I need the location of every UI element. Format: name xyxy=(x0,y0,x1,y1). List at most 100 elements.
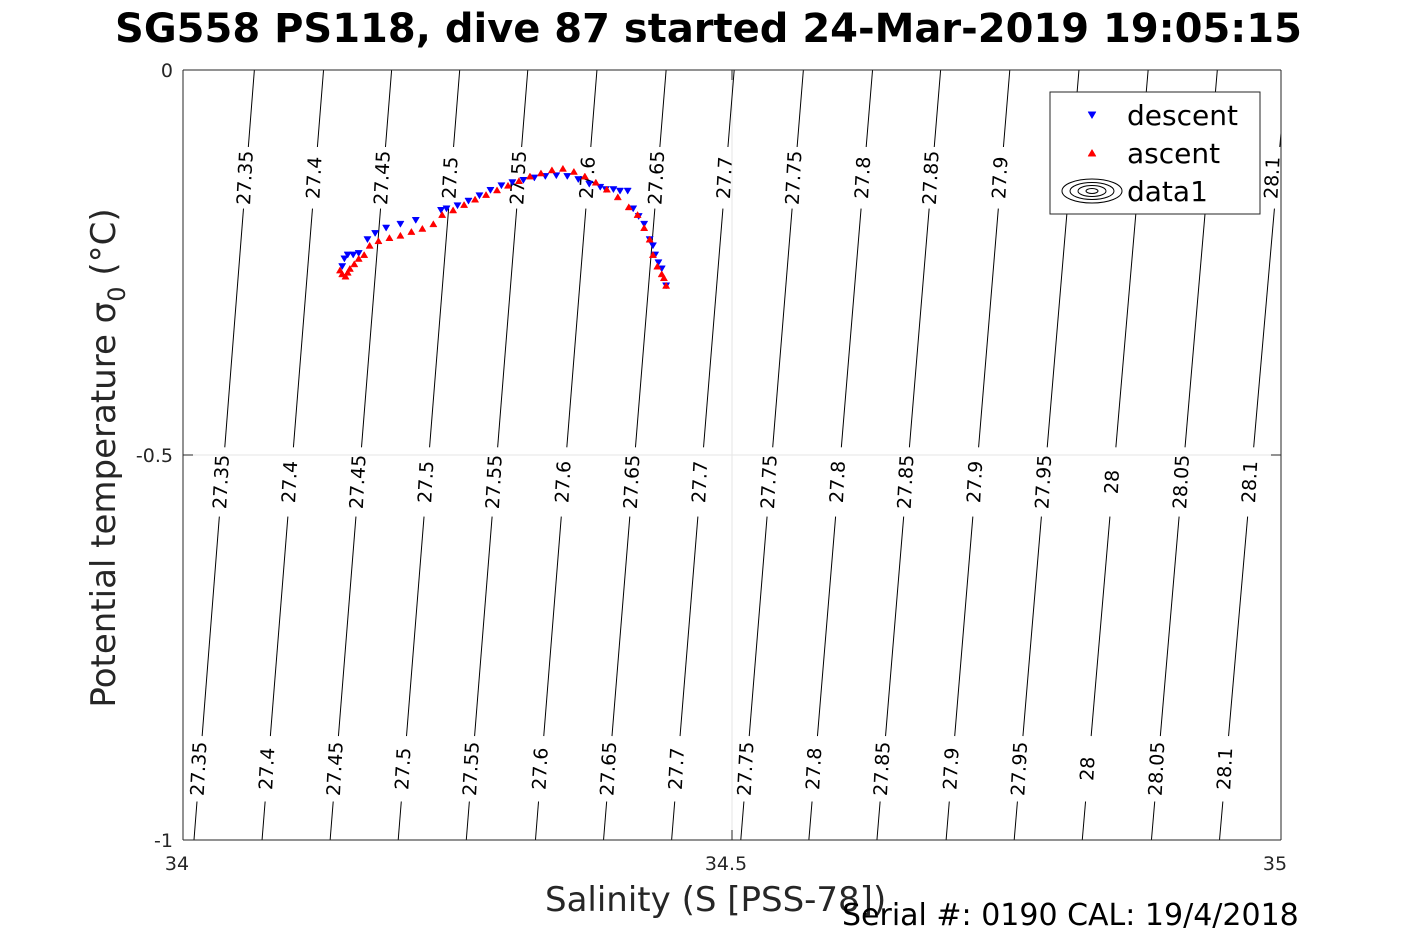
isopycnal-line xyxy=(945,801,950,841)
descent-point xyxy=(596,183,605,191)
descent-point xyxy=(475,192,484,200)
contour-label-top: 27.7 xyxy=(713,156,737,199)
contour-label-mid: 28.1 xyxy=(1238,460,1262,503)
descent-point xyxy=(609,186,618,194)
descent-point xyxy=(442,205,451,213)
descent-point xyxy=(349,251,358,259)
isopycnal-line xyxy=(772,208,793,448)
ascent-point xyxy=(653,262,662,270)
ascent-point xyxy=(360,251,369,258)
isopycnal-line xyxy=(261,801,266,841)
contour-label-bottom: 27.75 xyxy=(734,741,759,796)
isopycnal-line xyxy=(876,801,881,841)
contour-label-top: 27.35 xyxy=(233,150,258,205)
ascent-point xyxy=(525,172,535,180)
isopycnal-line xyxy=(292,208,313,448)
isopycnal-line xyxy=(534,801,540,841)
ascent-point xyxy=(648,251,657,258)
ascent-point xyxy=(482,191,491,198)
isopycnal-line xyxy=(397,801,402,841)
ascent-point xyxy=(613,193,622,201)
isopycnal-line xyxy=(808,801,813,841)
isopycnal-line xyxy=(679,516,699,737)
isopycnal-line xyxy=(1013,801,1018,841)
isopycnal-line xyxy=(247,69,255,148)
descent-point xyxy=(436,207,446,214)
density-contours xyxy=(193,69,1282,841)
isopycnal-line xyxy=(703,208,724,448)
contour-label-bottom: 27.55 xyxy=(459,741,484,796)
contour-label-top: 27.85 xyxy=(919,150,944,205)
isopycnal-line xyxy=(634,208,656,448)
ascent-point xyxy=(547,166,556,174)
y-axis-label: Potential temperature σ0 (°C) xyxy=(84,208,131,708)
isopycnal-line xyxy=(1159,516,1180,737)
descent-point xyxy=(574,176,583,184)
ascent-point xyxy=(343,268,352,276)
isopycnal-line xyxy=(1228,516,1249,737)
contour-label-bottom: 27.9 xyxy=(939,747,963,790)
isopycnal-line xyxy=(1150,801,1156,841)
ascent-point xyxy=(365,241,374,249)
contour-label-mid: 27.85 xyxy=(894,454,919,509)
ascent-point xyxy=(396,231,405,239)
isopycnal-line xyxy=(566,208,587,448)
y-axis-label-unit: (°C) xyxy=(84,208,124,287)
isopycnal-line xyxy=(978,208,999,448)
descent-point xyxy=(464,197,473,205)
contour-label-mid: 27.35 xyxy=(209,454,234,509)
ascent-point xyxy=(558,164,567,172)
isopycnal-line xyxy=(201,516,220,737)
isopycnal-line xyxy=(611,516,631,737)
descent-point xyxy=(453,202,462,210)
isopycnal-line xyxy=(748,516,768,737)
isopycnal-line xyxy=(497,208,518,448)
isopycnal-line xyxy=(816,516,837,737)
legend-label: data1 xyxy=(1127,175,1208,208)
contour-label-bottom: 27.45 xyxy=(323,741,348,796)
contour-label-bottom: 27.85 xyxy=(870,741,895,796)
isopycnal-line xyxy=(908,208,930,448)
legend-marker-ascent xyxy=(1087,148,1097,157)
ascent-point xyxy=(341,272,350,280)
descent-point xyxy=(654,259,663,267)
isopycnal-line xyxy=(933,69,942,148)
descent-point xyxy=(486,186,495,194)
contour-label-mid: 27.9 xyxy=(963,460,987,503)
y-tick-label: -0.5 xyxy=(136,445,173,467)
grid-layer xyxy=(183,70,1281,840)
x-tick-label: 35 xyxy=(1263,853,1287,875)
ascent-point xyxy=(492,186,502,194)
legend-box xyxy=(1049,91,1261,215)
ascent-point xyxy=(429,220,438,228)
contour-label-top: 27.5 xyxy=(438,156,462,199)
isopycnal-line xyxy=(316,69,325,148)
isopycnal-line xyxy=(521,69,529,148)
ascent-point xyxy=(460,201,469,208)
ascent-point xyxy=(438,211,447,218)
ascent-point xyxy=(407,227,416,235)
isopycnal-line xyxy=(429,208,450,448)
contour-label-top: 27.65 xyxy=(644,150,669,205)
contour-label-mid: 27.6 xyxy=(551,460,575,503)
y-axis-label-subscript: 0 xyxy=(103,286,131,302)
contour-label-mid: 27.4 xyxy=(278,460,302,503)
y-axis-label-main: Potential temperature σ xyxy=(84,301,124,708)
isopycnal-line xyxy=(885,516,905,737)
x-axis-label: Salinity (S [PSS-78]) xyxy=(545,880,887,920)
isopycnal-line xyxy=(474,516,493,737)
isopycnal-line xyxy=(796,69,804,148)
ascent-point xyxy=(662,281,671,289)
legend-contour-ring xyxy=(1061,178,1123,204)
isopycnal-line xyxy=(453,69,461,148)
y-tick-label: -1 xyxy=(154,830,173,852)
isopycnal-line xyxy=(1090,516,1111,737)
descent-point xyxy=(563,173,572,180)
isopycnal-line xyxy=(224,208,244,448)
ascent-point xyxy=(374,237,383,245)
ascent-point xyxy=(633,211,642,218)
contour-label-bottom: 27.4 xyxy=(255,747,279,790)
ascent-point xyxy=(514,177,524,185)
isopycnal-line xyxy=(543,516,562,737)
